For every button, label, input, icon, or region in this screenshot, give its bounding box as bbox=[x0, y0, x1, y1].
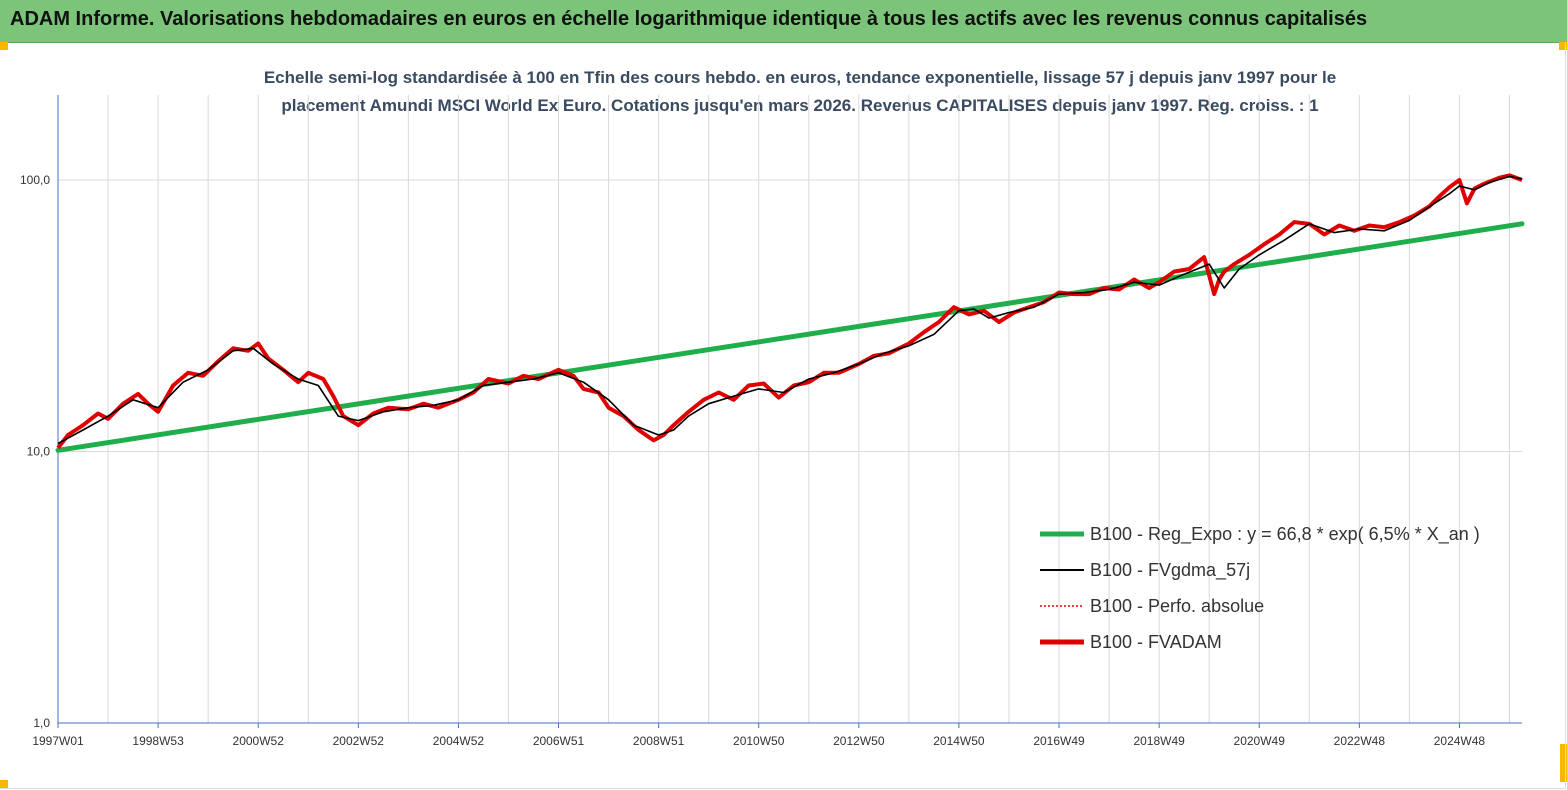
x-tick-label: 2024W48 bbox=[1434, 734, 1486, 748]
y-tick-label: 1,0 bbox=[33, 716, 50, 730]
title-banner: ADAM Informe. Valorisations hebdomadaire… bbox=[0, 0, 1567, 43]
x-tick-label: 2018W49 bbox=[1133, 734, 1185, 748]
x-tick-label: 2016W49 bbox=[1033, 734, 1085, 748]
series-fvadam-line bbox=[56, 173, 1523, 450]
x-tick-label: 2010W50 bbox=[733, 734, 785, 748]
series-reg-expo-line bbox=[55, 221, 1525, 453]
x-tick-label: 1998W53 bbox=[132, 734, 184, 748]
legend-label: B100 - FVgdma_57j bbox=[1090, 560, 1250, 581]
x-tick-label: 2000W52 bbox=[233, 734, 285, 748]
banner-title: ADAM Informe. Valorisations hebdomadaire… bbox=[10, 8, 1368, 30]
corner-marker-top-right bbox=[1559, 42, 1567, 50]
corner-marker-bottom-right bbox=[1560, 744, 1567, 782]
chart-legend: B100 - Reg_Expo : y = 66,8 * exp( 6,5% *… bbox=[1040, 524, 1480, 652]
series-fvgdma-line bbox=[57, 175, 1523, 445]
chart-grid bbox=[58, 95, 1522, 724]
x-tick-label: 2012W50 bbox=[833, 734, 885, 748]
y-tick-label: 100,0 bbox=[20, 173, 50, 187]
x-tick-label: 1997W01 bbox=[32, 734, 84, 748]
corner-marker-bottom-left bbox=[0, 780, 8, 788]
x-tick-label: 2020W49 bbox=[1234, 734, 1286, 748]
corner-marker-top-left bbox=[0, 42, 8, 50]
x-tick-label: 2008W51 bbox=[633, 734, 685, 748]
x-tick-label: 2006W51 bbox=[533, 734, 585, 748]
chart-title-line-1: Echelle semi-log standardisée à 100 en T… bbox=[263, 68, 1337, 87]
x-tick-label: 2004W52 bbox=[433, 734, 485, 748]
chart-axes: 1,0 10,0 100,0 1997W01 1998W53 2000W52 2002W52… bbox=[20, 95, 1522, 748]
chart-series bbox=[55, 173, 1525, 453]
legend-label: B100 - Perfo. absolue bbox=[1090, 596, 1264, 616]
x-tick-label: 2022W48 bbox=[1334, 734, 1386, 748]
chart-frame bbox=[0, 42, 1566, 789]
legend-label: B100 - FVADAM bbox=[1090, 632, 1222, 652]
x-tick-label: 2002W52 bbox=[333, 734, 385, 748]
legend-label: B100 - Reg_Expo : y = 66,8 * exp( 6,5% *… bbox=[1090, 524, 1480, 545]
x-tick-label: 2014W50 bbox=[933, 734, 985, 748]
y-tick-label: 10,0 bbox=[27, 445, 51, 459]
